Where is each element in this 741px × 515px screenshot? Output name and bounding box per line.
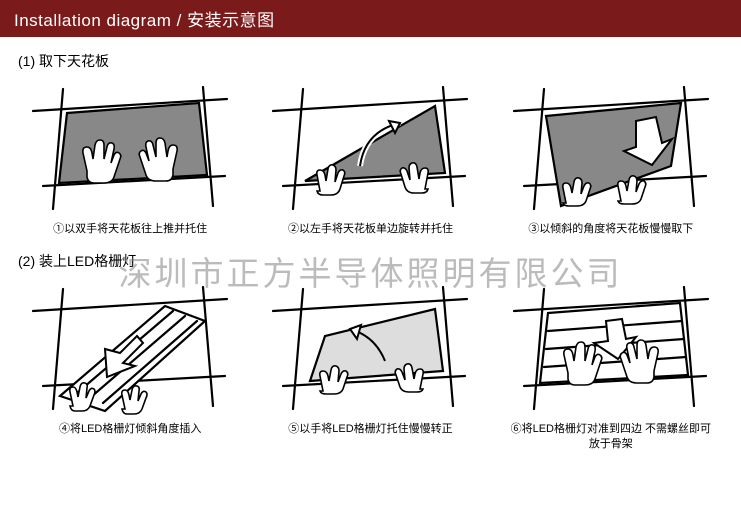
section2-title: (2) 装上LED格栅灯 [18, 251, 741, 271]
step-4: ④将LED格栅灯倾斜角度插入 [18, 281, 243, 452]
caption-6: ⑥将LED格栅灯对准到四边 不需螺丝即可放于骨架 [506, 422, 716, 452]
diagram-5 [265, 281, 475, 416]
caption-1: ①以双手将天花板往上推并托住 [53, 222, 207, 237]
row-2: ④将LED格栅灯倾斜角度插入 [0, 281, 741, 452]
caption-5: ⑤以手将LED格栅灯托住慢慢转正 [288, 422, 452, 437]
diagram-4 [25, 281, 235, 416]
step-5: ⑤以手将LED格栅灯托住慢慢转正 [258, 281, 483, 452]
caption-3: ③以倾斜的角度将天花板慢慢取下 [528, 222, 693, 237]
diagram-1 [25, 81, 235, 216]
step-6: ⑥将LED格栅灯对准到四边 不需螺丝即可放于骨架 [498, 281, 723, 452]
step-2: ②以左手将天花板单边旋转并托住 [258, 81, 483, 237]
header-bar: Installation diagram / 安装示意图 [0, 0, 741, 37]
caption-2: ②以左手将天花板单边旋转并托住 [288, 222, 453, 237]
caption-4: ④将LED格栅灯倾斜角度插入 [59, 422, 201, 437]
header-title: Installation diagram / 安装示意图 [14, 11, 275, 30]
diagram-3 [506, 81, 716, 216]
step-3: ③以倾斜的角度将天花板慢慢取下 [498, 81, 723, 237]
diagram-2 [265, 81, 475, 216]
step-1: ①以双手将天花板往上推并托住 [18, 81, 243, 237]
row-1: ①以双手将天花板往上推并托住 [0, 81, 741, 237]
diagram-6 [506, 281, 716, 416]
section1-title: (1) 取下天花板 [18, 51, 741, 71]
